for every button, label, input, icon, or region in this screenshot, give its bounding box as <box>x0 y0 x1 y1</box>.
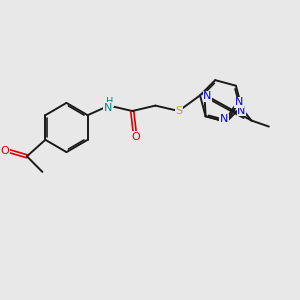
Text: N: N <box>103 103 112 113</box>
Text: O: O <box>131 132 140 142</box>
Text: N: N <box>220 115 228 124</box>
Text: N: N <box>235 97 243 107</box>
Text: S: S <box>175 106 182 116</box>
Text: O: O <box>1 146 9 156</box>
Text: H: H <box>106 97 113 107</box>
Text: N: N <box>203 91 211 101</box>
Text: N: N <box>237 106 246 116</box>
